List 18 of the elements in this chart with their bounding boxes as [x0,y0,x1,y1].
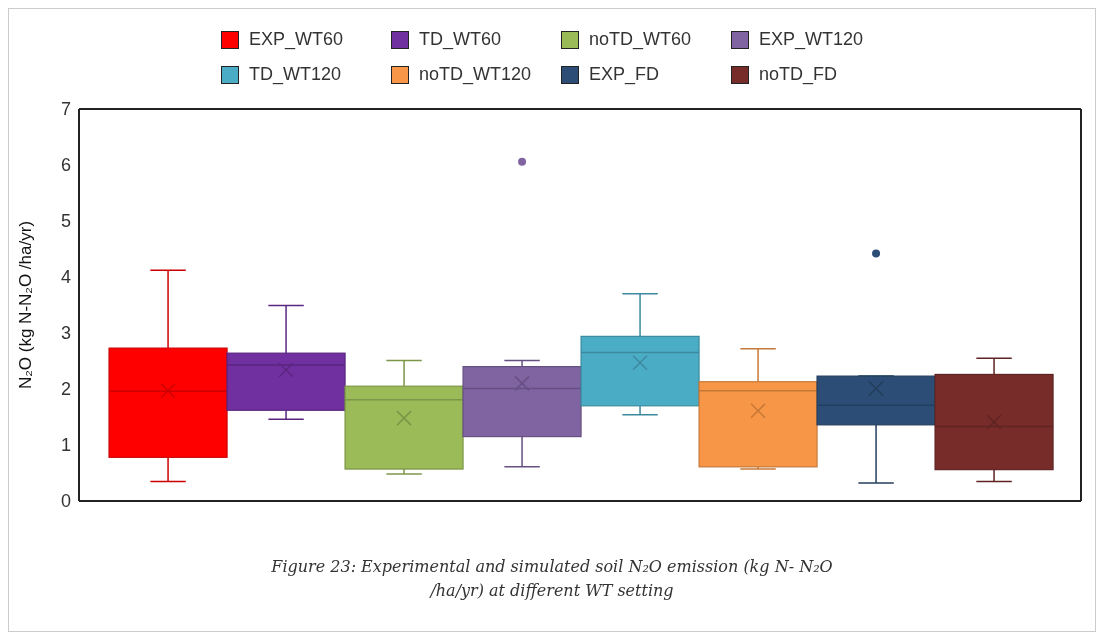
legend-label: noTD_WT120 [419,64,532,85]
y-tick-label: 5 [60,211,71,232]
y-tick-label: 6 [60,155,71,176]
legend-label: noTD_FD [759,64,838,85]
legend-label: EXP_WT60 [249,29,344,50]
y-tick-label: 7 [60,99,71,120]
y-tick-label: 3 [60,323,71,344]
y-tick-label: 1 [60,435,71,456]
legend-label: EXP_FD [589,64,660,85]
y-tick-label: 4 [60,267,71,288]
caption: Figure 23: Experimental and simulated soil N₂O emission (kg N- N₂O /ha/yr) at different WT setting [270,556,834,602]
legend-label: noTD_WT60 [589,29,692,50]
legend-label: TD_WT60 [419,29,502,50]
legend-label: TD_WT120 [249,64,342,85]
y-axis-title: N₂O (kg N-N₂O /ha/yr) [16,220,36,390]
y-tick-label: 2 [60,379,71,400]
legend-label: EXP_WT120 [759,29,864,50]
y-tick-label: 0 [60,491,71,512]
